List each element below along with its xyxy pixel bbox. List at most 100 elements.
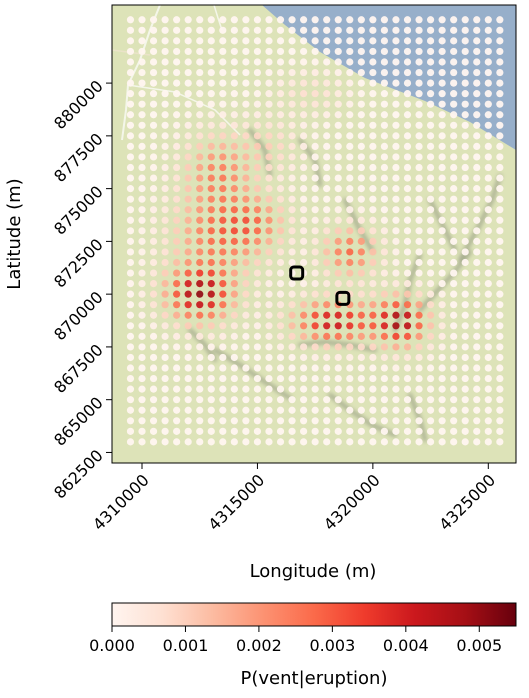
grid-cell-dot [173,248,181,256]
grid-cell-dot [173,374,181,383]
grid-cell-dot [323,353,331,362]
grid-cell-dot [138,90,146,98]
grid-cell-dot [265,269,273,277]
grid-cell-dot [426,343,435,351]
grid-cell-dot [207,100,215,108]
grid-cell-dot [219,121,227,129]
grid-cell-dot [415,90,423,98]
grid-cell-dot [496,132,504,140]
grid-cell-dot [138,79,146,87]
grid-cell-dot [392,90,400,98]
grid-cell-dot [138,311,146,319]
grid-cell-dot [323,121,331,129]
grid-cell-dot [461,332,469,340]
grid-cell-dot [173,132,181,140]
grid-cell-dot [334,37,342,45]
grid-cell-dot [288,332,296,340]
grid-cell-dot [196,406,204,414]
grid-cell-dot [288,100,296,108]
grid-cell-dot [149,343,158,351]
grid-cell-dot [369,290,377,298]
grid-cell-dot [149,438,158,446]
grid-cell-dot [473,153,481,161]
grid-cell-dot [346,153,354,161]
grid-cell-dot [242,353,250,362]
grid-cell-dot [196,417,204,425]
grid-cell-dot [369,163,377,172]
grid-cell-dot [265,311,273,319]
grid-cell-dot [496,322,504,330]
grid-cell-dot [450,269,458,277]
grid-cell-dot [450,248,458,256]
grid-cell-dot [219,332,227,340]
grid-cell-dot [403,364,412,372]
grid-cell-dot [380,132,389,140]
grid-cell-dot [357,111,365,119]
grid-cell-dot [357,37,365,45]
grid-cell-dot [207,227,215,235]
grid-cell-dot [415,322,423,330]
grid-cell-dot [334,79,342,87]
grid-cell-dot [288,16,296,24]
grid-cell-dot [300,37,308,45]
grid-cell-dot [126,374,135,383]
grid-cell-dot [496,68,504,77]
grid-cell-dot [149,280,158,288]
grid-cell-dot [380,322,389,330]
grid-cell-dot [126,132,135,140]
y-tick-label: 870000 [50,288,107,345]
grid-cell-dot [461,290,469,298]
grid-cell-dot [438,343,446,351]
grid-cell-dot [242,58,250,66]
grid-cell-dot [265,47,273,56]
grid-cell-dot [196,385,204,393]
grid-cell-dot [126,322,135,330]
grid-cell-dot [484,269,492,277]
grid-cell-dot [392,248,400,256]
grid-cell-dot [450,26,458,34]
grid-cell-dot [253,185,262,193]
grid-cell-dot [184,343,192,351]
grid-cell-dot [230,427,238,435]
grid-cell-dot [323,100,331,108]
grid-cell-dot [438,248,446,256]
grid-cell-dot [415,121,423,129]
grid-cell-dot [230,343,238,351]
grid-cell-dot [438,438,446,446]
grid-cell-dot [346,163,354,172]
grid-cell-dot [265,353,273,362]
grid-cell-dot [219,258,227,267]
grid-cell-dot [450,385,458,393]
grid-cell-dot [149,364,158,372]
grid-cell-dot [496,343,504,351]
grid-cell-dot [253,100,262,108]
grid-cell-dot [265,280,273,288]
grid-cell-dot [242,385,250,393]
grid-cell-dot [334,374,342,383]
grid-cell-dot [392,195,400,203]
grid-cell-dot [184,332,192,340]
grid-cell-dot [426,396,435,404]
grid-cell-dot [438,185,446,193]
grid-cell-dot [357,121,365,129]
grid-cell-dot [484,185,492,193]
grid-cell-dot [230,332,238,340]
grid-cell-dot [450,290,458,298]
grid-cell-dot [311,237,319,245]
grid-cell-dot [265,364,273,372]
grid-cell-dot [276,26,285,34]
grid-cell-dot [392,301,400,309]
grid-cell-dot [380,332,389,340]
grid-cell-dot [346,332,354,340]
grid-cell-dot [219,385,227,393]
grid-cell-dot [380,427,389,435]
grid-cell-dot [184,79,192,87]
grid-cell-dot [161,258,169,267]
grid-cell-dot [334,132,342,140]
grid-cell-dot [230,132,238,140]
grid-cell-dot [300,343,308,351]
grid-cell-dot [138,26,146,34]
grid-cell-dot [461,396,469,404]
grid-cell-dot [415,427,423,435]
grid-cell-dot [369,237,377,245]
